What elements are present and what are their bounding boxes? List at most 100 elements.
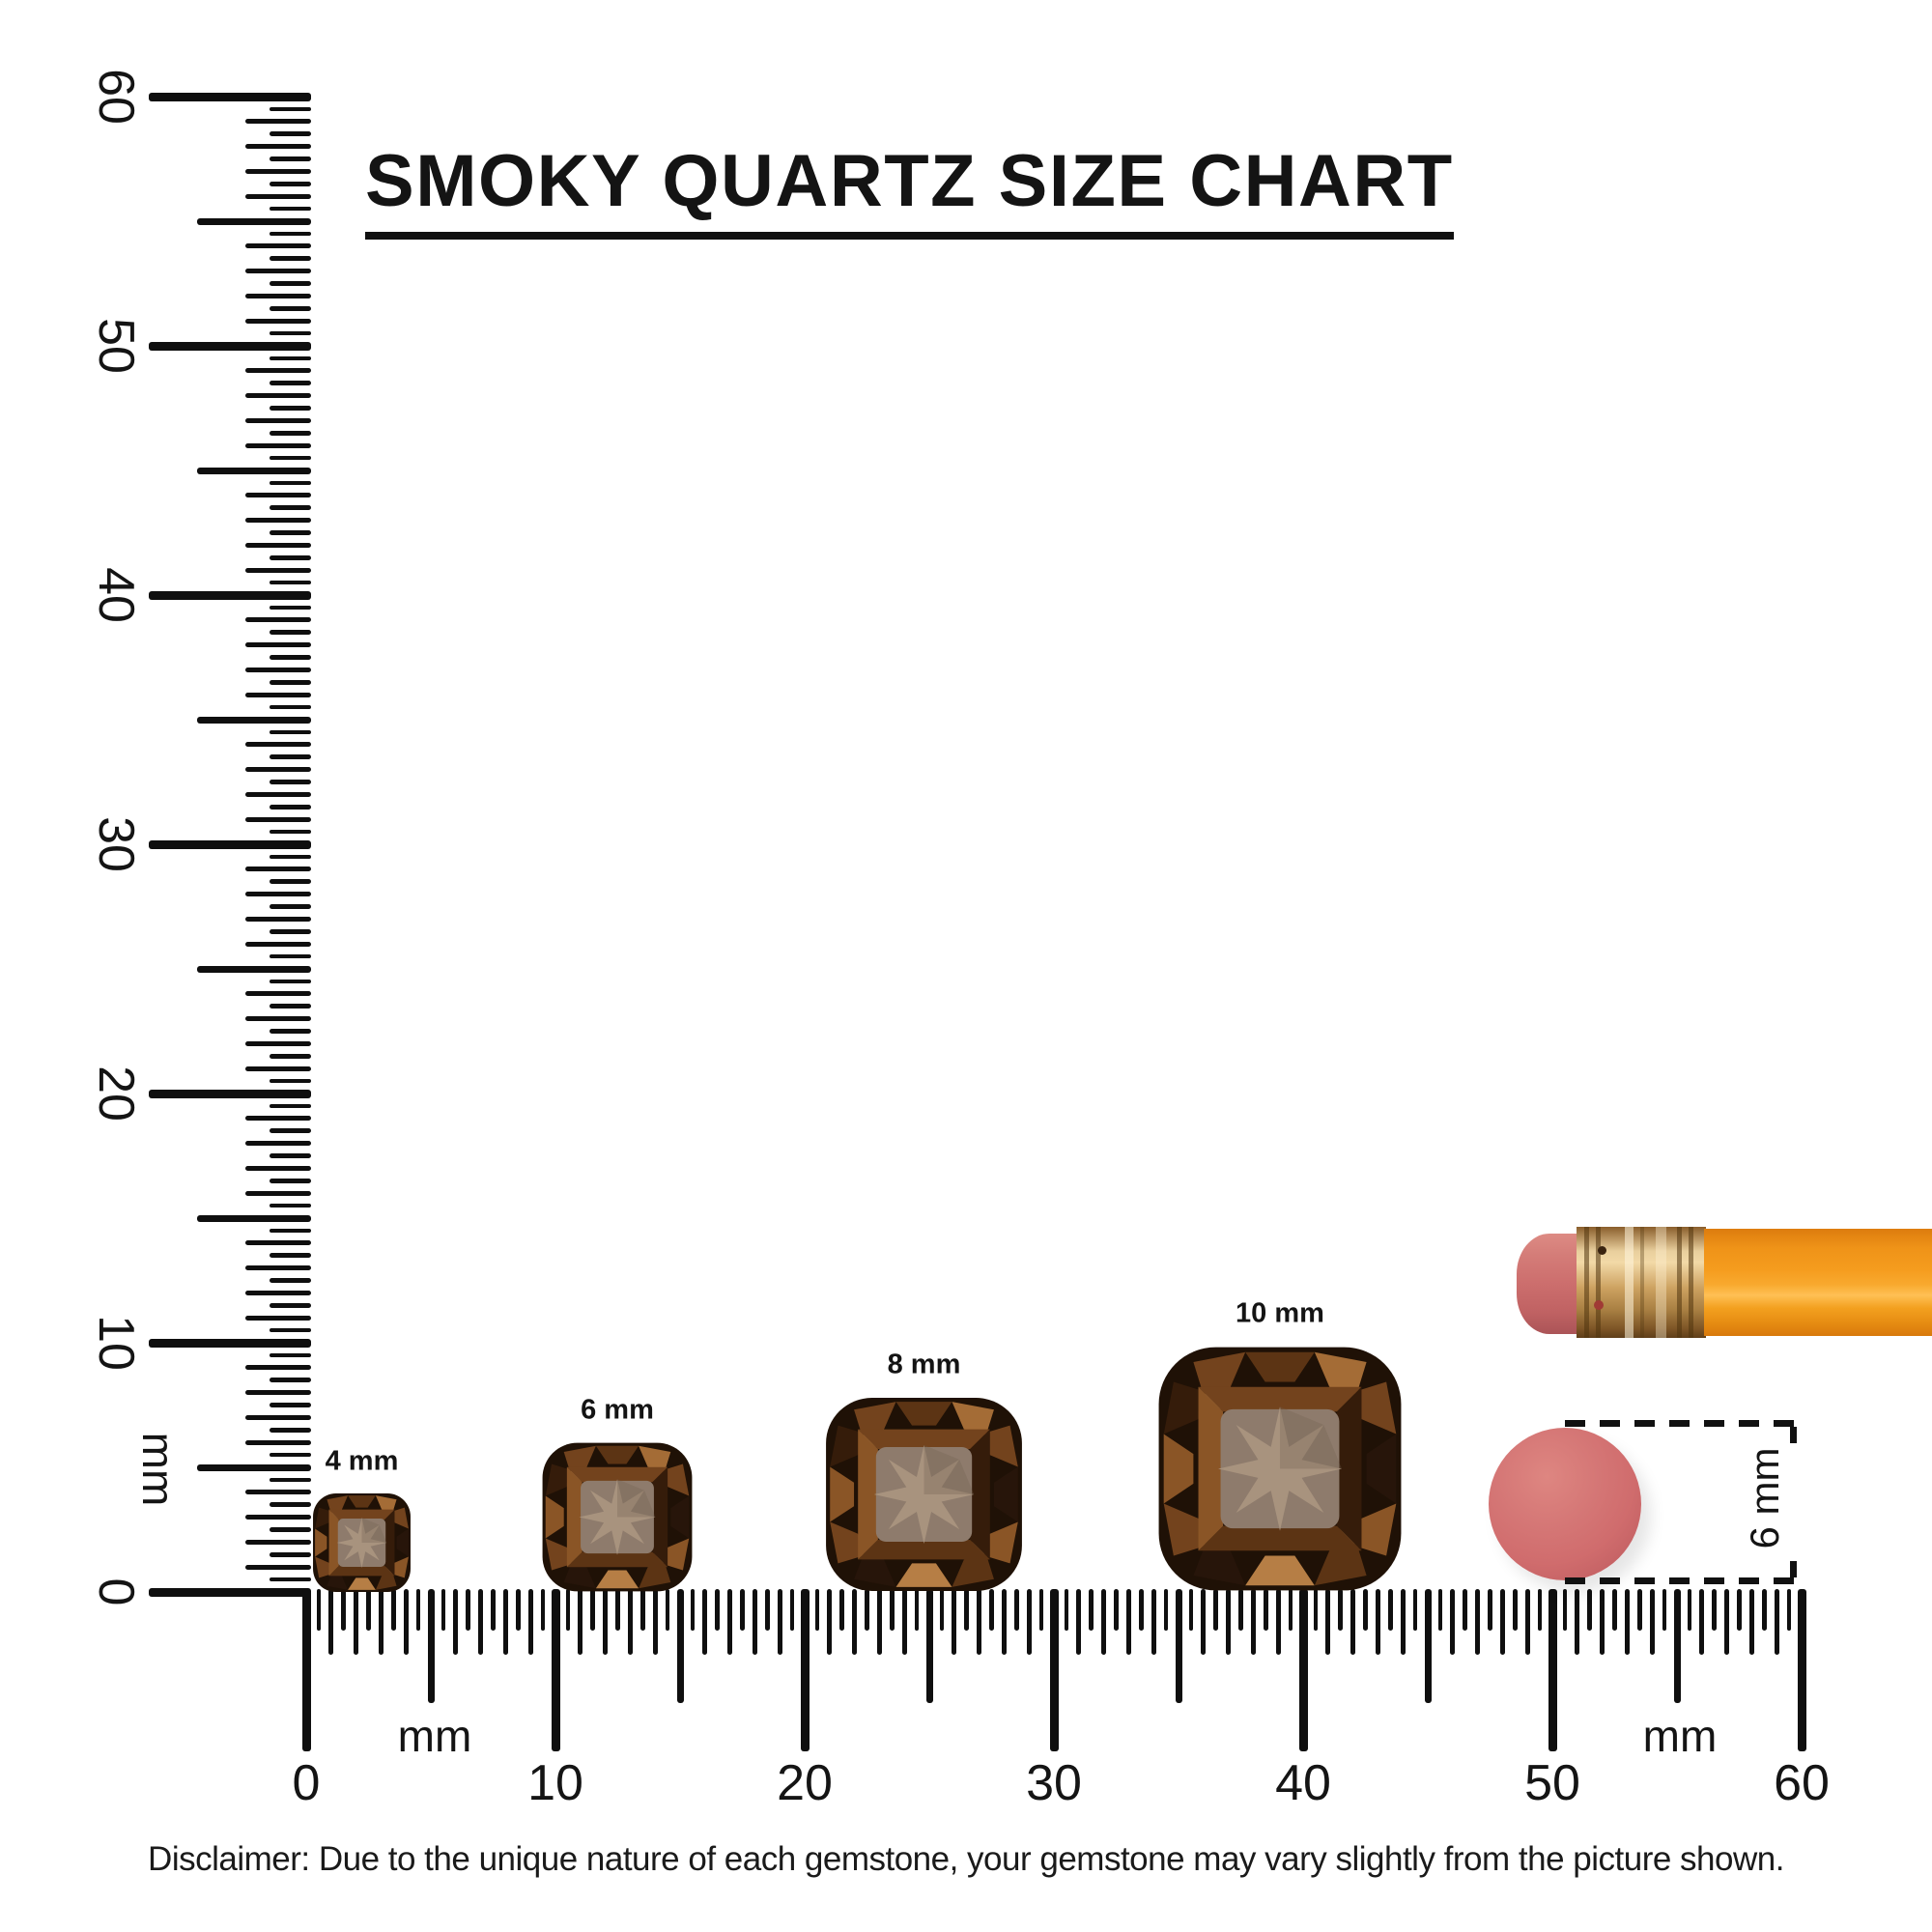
ruler-tick (245, 193, 311, 199)
ruler-tick (914, 1589, 920, 1631)
ruler-tick (1101, 1589, 1107, 1655)
disclaimer-text: Disclaimer: Due to the unique nature of … (148, 1840, 1784, 1878)
ruler-tick (727, 1589, 733, 1655)
ruler-tick (1114, 1589, 1119, 1631)
ruler-tick (1748, 1589, 1754, 1655)
ruler-tick (1264, 1589, 1268, 1631)
ruler-tick (391, 1589, 396, 1631)
ruler-tick (603, 1589, 609, 1655)
ruler-tick (245, 642, 311, 648)
ruler-tick (245, 293, 311, 298)
ruler-tick (270, 1278, 311, 1283)
ruler-number: 20 (777, 1755, 833, 1811)
ruler-tick (270, 1153, 311, 1158)
ruler-tick (440, 1589, 446, 1631)
ruler-tick (466, 1589, 470, 1631)
ruler-tick (1774, 1589, 1779, 1655)
ruler-tick (270, 580, 311, 585)
ruler-tick (740, 1589, 745, 1631)
ruler-tick (627, 1589, 633, 1655)
ruler-tick (665, 1589, 670, 1631)
ruler-tick (1038, 1589, 1044, 1631)
ruler-tick (245, 542, 311, 548)
ruler-tick (1450, 1589, 1456, 1655)
ruler-tick (270, 406, 311, 411)
ruler-tick (197, 467, 311, 474)
ruler-tick (245, 941, 311, 947)
ruler-tick (1624, 1589, 1630, 1655)
ruler-tick (1600, 1589, 1605, 1655)
ruler-tick (752, 1589, 757, 1655)
ruler-tick (270, 455, 311, 461)
ferrule-sheen (1625, 1227, 1634, 1338)
gemstone-4mm (312, 1492, 412, 1593)
ruler-tick (901, 1589, 907, 1655)
ruler-tick (565, 1589, 571, 1631)
ruler-number: 30 (88, 816, 144, 872)
ruler-tick (270, 1327, 311, 1333)
ruler-tick (270, 854, 311, 860)
ruler-tick (1226, 1589, 1232, 1655)
ruler-tick (1724, 1589, 1730, 1655)
ruler-tick (270, 879, 311, 884)
ruler-tick (1537, 1589, 1543, 1631)
ruler-tick (676, 1589, 684, 1703)
ruler-tick (1712, 1589, 1717, 1631)
ruler-tick (149, 92, 311, 101)
gem-size-label: 10 mm (1236, 1297, 1324, 1329)
ruler-tick (270, 1203, 311, 1208)
ruler-tick (197, 965, 311, 973)
ruler-tick (270, 1303, 311, 1308)
ruler-tick (270, 381, 311, 385)
ruler-tick (1275, 1589, 1281, 1655)
ruler-tick (245, 1564, 311, 1570)
ruler-number: 40 (1275, 1755, 1331, 1811)
ruler-tick (245, 567, 311, 573)
ruler-tick (270, 206, 311, 212)
ruler-tick (270, 355, 311, 361)
ruler-tick (1762, 1589, 1767, 1631)
ruler-tick (149, 1338, 311, 1348)
ruler-tick (245, 1265, 311, 1271)
ruler-tick (245, 168, 311, 174)
ruler-tick (245, 1141, 311, 1147)
ruler-tick (1587, 1589, 1592, 1631)
ruler-tick (1363, 1589, 1368, 1631)
pencil-ferrule (1577, 1227, 1706, 1338)
ruler-tick (270, 605, 311, 611)
ruler-tick (502, 1589, 508, 1655)
ruler-tick (890, 1589, 895, 1631)
ruler-tick (1463, 1589, 1467, 1631)
ruler-tick (270, 1078, 311, 1084)
ruler-tick (527, 1589, 533, 1655)
ruler-number: 20 (88, 1065, 144, 1122)
ruler-tick (1298, 1589, 1308, 1751)
ruler-tick (197, 217, 311, 225)
ruler-tick (270, 182, 311, 186)
ruler-tick (1548, 1589, 1557, 1751)
ruler-tick (270, 1527, 311, 1532)
ruler-tick (270, 1403, 311, 1407)
ruler-tick (270, 979, 311, 984)
ruler-number: 50 (88, 318, 144, 374)
ruler-unit-label: mm (397, 1711, 472, 1761)
ruler-tick (852, 1589, 858, 1655)
ruler-tick (270, 306, 311, 311)
ruler-tick (301, 1589, 311, 1751)
ruler-tick (354, 1589, 359, 1655)
ruler-tick (270, 1253, 311, 1258)
ruler-tick (702, 1589, 708, 1655)
ferrule-crimp-ring (1596, 1227, 1601, 1338)
ruler-number: 0 (292, 1755, 321, 1811)
ruler-tick (149, 839, 311, 849)
ruler-tick (1001, 1589, 1007, 1655)
ruler-tick (245, 1290, 311, 1295)
ruler-tick (149, 590, 311, 600)
ruler-tick (149, 341, 311, 351)
ruler-tick (652, 1589, 658, 1655)
ferrule-dimple (1598, 1246, 1606, 1255)
ruler-tick (1313, 1589, 1319, 1631)
ruler-tick (270, 630, 311, 635)
ruler-tick (270, 1128, 311, 1133)
